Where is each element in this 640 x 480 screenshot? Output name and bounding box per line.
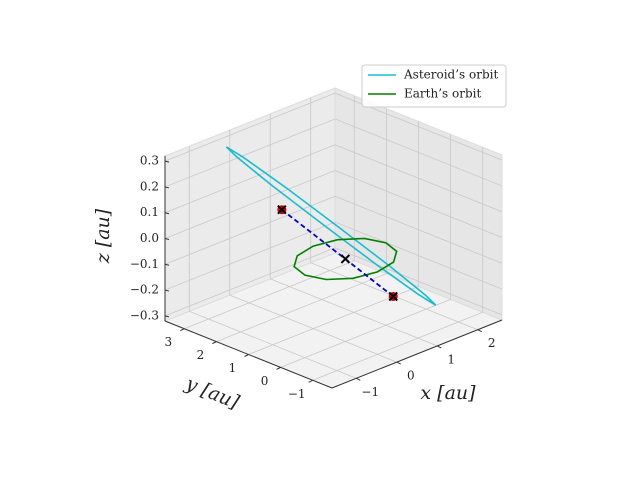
grid-line <box>184 260 355 330</box>
z-tick <box>164 212 170 215</box>
z-tick-label: −0.3 <box>130 308 159 322</box>
x-tick <box>396 361 401 365</box>
legend: Asteroid’s orbit Earth’s orbit <box>361 64 507 108</box>
grid-line <box>312 311 483 381</box>
x-tick <box>437 345 442 349</box>
y-tick <box>276 366 281 370</box>
z-tick-label: 0.2 <box>140 179 159 193</box>
legend-box <box>361 64 507 108</box>
grid-line <box>164 144 336 214</box>
y-tick <box>244 354 249 357</box>
z-tick <box>164 186 170 189</box>
z-tick <box>164 289 170 292</box>
grid-line <box>334 118 503 187</box>
y-tick <box>212 341 217 345</box>
x-tick <box>477 329 482 333</box>
grid-line <box>164 247 336 317</box>
plot-area: −1 0 1 2 −1 0 1 2 3 −0.3 −0.2 −0.1 0.0 0.1 0.2 0.3 <box>130 146 496 401</box>
y-tick-label: 3 <box>164 335 172 349</box>
z-tick <box>164 315 170 318</box>
panes <box>163 87 504 389</box>
z-tick <box>164 160 170 163</box>
z-tick-label: −0.1 <box>130 257 159 271</box>
x-tick-label: 2 <box>488 336 496 350</box>
z-tick-label: 0.1 <box>140 205 159 219</box>
x-axis-line <box>331 319 503 389</box>
y-axis-label: y [au] <box>182 372 243 414</box>
grid-line <box>164 195 336 265</box>
x-marker <box>388 291 398 302</box>
y-tick-label: 1 <box>229 361 237 375</box>
orbit-line <box>293 237 398 281</box>
x-marker <box>340 254 351 264</box>
x-tick-label: 1 <box>447 352 455 366</box>
grid-line <box>334 170 503 238</box>
grid-line <box>164 92 336 162</box>
z-tick-label: −0.2 <box>130 283 159 297</box>
z-tick-label: 0.3 <box>140 154 159 168</box>
y-tick-label: 0 <box>261 374 269 388</box>
grid-line <box>164 170 336 239</box>
z-axis-label: z [au] <box>92 208 114 264</box>
x-axis-label: x [au] <box>420 382 476 404</box>
z-tick-label: 0.0 <box>140 231 159 245</box>
y-tick-label: −1 <box>288 387 306 401</box>
y-axis-line <box>164 320 333 389</box>
legend-label: Earth’s orbit <box>404 87 481 101</box>
grid-line <box>334 247 503 316</box>
grid-line <box>164 118 336 188</box>
grid-line <box>334 144 503 213</box>
grid-line <box>216 273 387 342</box>
z-tick <box>164 263 170 266</box>
grid-line <box>334 195 503 264</box>
z-tick <box>164 238 170 240</box>
x-tick <box>356 377 361 381</box>
grid-line <box>334 221 503 290</box>
x-tick-label: 0 <box>407 369 415 383</box>
x-marker <box>277 204 287 215</box>
y-tick <box>180 328 185 332</box>
grid-line <box>164 221 336 291</box>
x-tick-label: −1 <box>361 385 379 399</box>
legend-label: Asteroid’s orbit <box>403 68 498 82</box>
y-tick-label: 2 <box>197 348 205 362</box>
y-tick <box>308 379 313 383</box>
grid-line <box>280 299 451 368</box>
orbit-line <box>225 146 437 306</box>
